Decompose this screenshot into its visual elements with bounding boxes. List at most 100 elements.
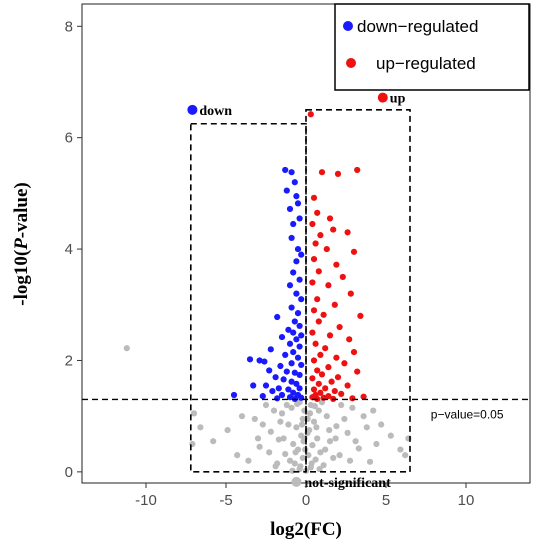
point-down-regulated-21 — [291, 318, 298, 325]
y-axis-ticks: 0 2 4 6 8 — [65, 18, 82, 481]
point-up-regulated-35 — [333, 354, 340, 361]
point-up-regulated-3 — [354, 166, 361, 174]
point-not-significant-13 — [344, 429, 351, 436]
point-down-regulated-18 — [288, 304, 295, 311]
point-up-regulated-11 — [312, 240, 319, 247]
point-up-regulated-22 — [331, 301, 338, 308]
point-not-significant-66 — [341, 415, 348, 423]
point-up-regulated-4 — [310, 194, 318, 201]
selection-boxes — [190, 109, 411, 473]
legend: down−regulated up−regulated — [334, 3, 530, 91]
point-not-significant-78 — [370, 407, 377, 414]
point-down-regulated-9 — [288, 234, 295, 242]
x-tick-label: 5 — [382, 492, 390, 509]
point-down-regulated-25 — [278, 333, 286, 341]
point-down-regulated-5 — [286, 205, 294, 213]
point-up-regulated-1 — [318, 169, 326, 176]
point-up-regulated-57 — [349, 395, 356, 402]
point-not-significant-65 — [266, 449, 273, 456]
point-down-regulated-45 — [280, 376, 287, 383]
point-not-significant-9 — [333, 423, 340, 430]
point-up-regulated-53 — [325, 393, 332, 400]
y-tick-label: 4 — [65, 241, 73, 258]
x-axis-ticks: -10 -5 0 5 10 — [135, 483, 474, 509]
point-up-regulated-44 — [328, 378, 335, 385]
point-up-regulated-40 — [354, 368, 361, 375]
legend-label-down: down−regulated — [357, 17, 478, 36]
point-up-regulated-26 — [315, 318, 322, 325]
up-annotation: up — [390, 92, 406, 107]
point-down-regulated-6 — [294, 200, 302, 207]
point-not-significant-46 — [363, 424, 370, 431]
point-not-significant-25 — [336, 452, 343, 459]
legend-marker-up — [346, 58, 356, 68]
point-not-significant-24 — [282, 450, 289, 458]
point-not-significant-77 — [238, 413, 246, 420]
point-not-significant-26 — [299, 454, 306, 462]
y-axis-label: -log10(P-value) — [11, 182, 32, 305]
point-not-significant-3 — [315, 407, 322, 414]
point-not-significant-52 — [360, 413, 367, 420]
point-not-significant-86 — [326, 426, 333, 434]
point-up-regulated-45 — [315, 380, 322, 387]
legend-label-up: up−regulated — [376, 54, 476, 73]
point-up-regulated-23 — [310, 307, 318, 314]
point-down-regulated-59 — [286, 394, 294, 401]
point-not-significant-35 — [190, 410, 198, 417]
x-tick-label: -10 — [135, 492, 157, 509]
y-axis-label-suffix: -value) — [11, 182, 32, 238]
point-not-significant-21 — [355, 445, 362, 452]
point-not-significant-39 — [224, 426, 231, 434]
point-down-regulated-53 — [269, 387, 276, 395]
threshold-label: p−value=0.05 — [431, 407, 504, 421]
point-up-regulated-21 — [314, 296, 321, 303]
point-down-regulated-32 — [282, 351, 289, 358]
point-not-significant-2 — [288, 404, 295, 411]
y-tick-label: 2 — [65, 352, 73, 369]
point-down-regulated-36 — [294, 354, 302, 361]
point-not-significant-31 — [320, 462, 327, 469]
point-up-regulated-9 — [317, 232, 324, 239]
point-not-significant-70 — [316, 465, 323, 473]
point-not-significant-61 — [286, 457, 294, 464]
point-up-regulated-38 — [325, 364, 332, 371]
point-up-regulated-12 — [323, 245, 330, 253]
point-up-regulated-16 — [315, 268, 322, 275]
point-not-significant-63 — [277, 418, 284, 425]
point-up-regulated-19 — [325, 282, 332, 289]
point-down-regulated-50 — [275, 385, 282, 392]
point-up-regulated-24 — [320, 311, 327, 318]
point-up-regulated-32 — [322, 345, 329, 352]
point-up-regulated-49 — [331, 387, 338, 395]
point-up-regulated-14 — [310, 255, 318, 263]
point-not-significant-41 — [378, 421, 385, 428]
point-not-significant-85 — [280, 435, 287, 442]
point-down-regulated-0 — [282, 166, 289, 174]
point-not-significant-28 — [245, 457, 252, 464]
point-not-significant-83 — [292, 449, 299, 456]
point-not-significant-27 — [312, 456, 319, 463]
point-up-regulated-10 — [344, 229, 351, 236]
point-not-significant-58 — [305, 452, 312, 459]
point-up-regulated-50 — [317, 389, 324, 396]
point-up-regulated-30 — [346, 336, 353, 343]
point-not-significant-10 — [293, 424, 300, 431]
point-down-regulated-20 — [274, 313, 281, 321]
point-up-regulated-31 — [312, 340, 319, 347]
point-not-significant-40 — [234, 452, 241, 459]
point-not-significant-16 — [275, 436, 282, 443]
point-not-significant-6 — [299, 415, 306, 423]
point-down-regulated-22 — [296, 322, 303, 330]
point-down-regulated-14 — [296, 276, 303, 283]
point-not-significant-87 — [274, 460, 281, 467]
point-not-significant-71 — [283, 401, 290, 409]
point-down-regulated-49 — [293, 380, 300, 387]
point-up-regulated-48 — [310, 386, 318, 393]
annotations: down up not-significant — [187, 92, 406, 491]
point-down-regulated-17 — [298, 296, 305, 303]
point-up-regulated-51 — [338, 390, 345, 397]
point-not-significant-49 — [262, 401, 270, 409]
point-not-significant-59 — [298, 421, 306, 428]
point-up-regulated-34 — [317, 351, 324, 358]
point-up-regulated-54 — [360, 393, 367, 400]
